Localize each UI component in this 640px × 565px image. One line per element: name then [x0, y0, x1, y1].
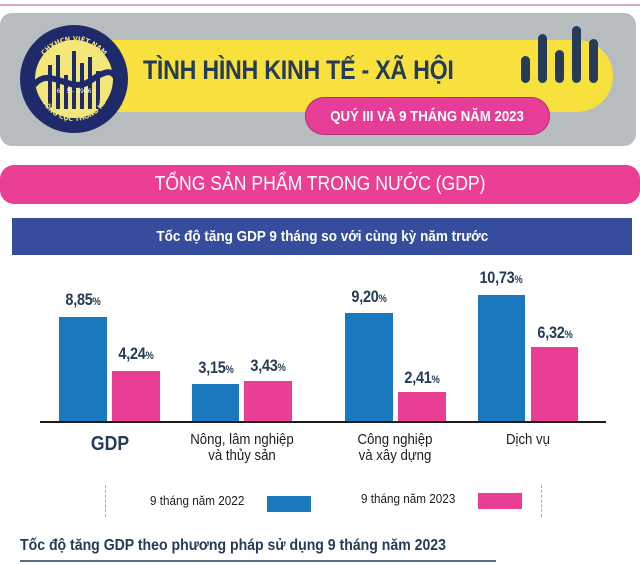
next-section-heading: Tốc độ tăng GDP theo phương pháp sử dụng…	[20, 537, 446, 554]
logo-date: 6 - 5 - 1946	[57, 88, 92, 95]
bar-industry-2022	[345, 313, 393, 421]
legend-bracket-right	[541, 485, 544, 517]
legend-label-2022: 9 tháng năm 2022	[150, 493, 245, 508]
chart-legend: 9 tháng năm 2022 9 tháng năm 2023	[105, 485, 543, 517]
gdp-growth-bar-chart: 8,85% 4,24% 3,15% 3,43% 9,20% 2,41% 10,7…	[0, 260, 640, 470]
category-label-industry: Công nghiệp và xây dựng	[357, 431, 433, 464]
category-label-agriculture: Nông, lâm nghiệp và thủy sản	[190, 431, 294, 464]
value-label: 10,73%	[479, 268, 523, 287]
legend-label-2023: 9 tháng năm 2023	[361, 491, 456, 506]
page-title: TÌNH HÌNH KINH TẾ - XÃ HỘI	[143, 55, 454, 85]
value-label: 3,43%	[250, 356, 286, 375]
value-label: 8,85%	[65, 290, 101, 309]
x-axis-baseline	[40, 421, 606, 423]
value-label: 2,41%	[404, 368, 440, 387]
section-title: TỔNG SẢN PHẨM TRONG NƯỚC (GDP)	[154, 173, 486, 195]
value-label: 3,15%	[198, 358, 234, 377]
legend-swatch-2023	[478, 493, 522, 509]
legend-swatch-2022	[267, 496, 311, 512]
period-badge: QUÝ III VÀ 9 THÁNG NĂM 2023	[305, 97, 550, 135]
legend-bracket-left	[105, 485, 108, 517]
chart-title-bar: Tốc độ tăng GDP 9 tháng so với cùng kỳ n…	[12, 218, 632, 255]
bar-agriculture-2022	[192, 384, 239, 421]
bar-services-2023	[531, 347, 578, 421]
top-divider	[0, 4, 640, 6]
bar-gdp-2022	[59, 317, 107, 421]
bar-gdp-2023	[112, 371, 160, 421]
heading-underline	[20, 560, 496, 562]
chart-title: Tốc độ tăng GDP 9 tháng so với cùng kỳ n…	[156, 228, 488, 245]
bar-agriculture-2023	[244, 381, 292, 421]
gso-emblem-icon: 6 - 5 - 1946 CHXHCN VIỆT NAM TỔNG CỤC TH…	[20, 25, 128, 133]
category-label-services: Dịch vụ	[505, 431, 551, 448]
value-label: 9,20%	[351, 287, 387, 306]
section-header: TỔNG SẢN PHẨM TRONG NƯỚC (GDP)	[0, 165, 640, 204]
value-label: 6,32%	[537, 323, 573, 342]
category-label-gdp: GDP	[90, 433, 130, 455]
period-text: QUÝ III VÀ 9 THÁNG NĂM 2023	[330, 107, 525, 125]
bar-services-2022	[478, 295, 525, 421]
bar-industry-2023	[398, 392, 446, 421]
value-label: 4,24%	[118, 344, 154, 363]
